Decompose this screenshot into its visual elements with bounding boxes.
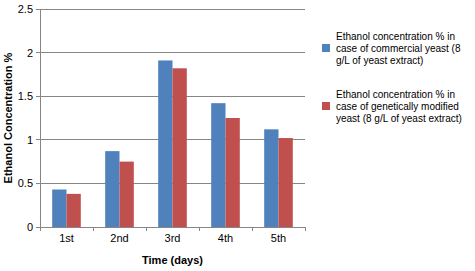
x-tick	[40, 227, 41, 231]
bar	[279, 138, 293, 227]
x-axis-label: Time (days)	[142, 254, 203, 266]
grid-line	[40, 9, 305, 10]
x-tick-label: 4th	[218, 232, 233, 244]
bar	[211, 103, 225, 227]
x-tick-label: 1st	[59, 232, 74, 244]
legend-line: yeast (8 g/L of yeast extract)	[336, 113, 462, 124]
chart: 0 0.5 1 1.5 2 2.5 1st 2nd 3rd 4th 5th Time (days) Et…	[0, 0, 475, 271]
bar	[173, 68, 187, 227]
y-tick-label: 1.5	[18, 90, 33, 102]
legend-line: g/L of yeast extract)	[336, 55, 423, 66]
y-tick	[36, 9, 40, 10]
bar	[226, 118, 240, 227]
y-axis	[40, 9, 41, 227]
y-tick	[36, 96, 40, 97]
x-axis	[40, 227, 305, 228]
x-tick-label: 5th	[271, 232, 286, 244]
legend-label: Ethanol concentration % incase of commer…	[336, 31, 461, 66]
y-tick	[36, 52, 40, 53]
legend-line: Ethanol concentration % in	[336, 31, 455, 42]
x-tick	[305, 227, 306, 231]
y-axis-label: Ethanol Concentration %	[2, 52, 14, 183]
legend-line: case of genetically modified	[336, 101, 459, 112]
x-tick	[252, 227, 253, 231]
grid-line	[40, 227, 305, 228]
bar	[52, 190, 66, 227]
bar	[105, 151, 119, 227]
x-tick	[146, 227, 147, 231]
grid-line	[40, 52, 305, 53]
legend-label: Ethanol concentration % incase of geneti…	[336, 89, 462, 124]
legend-swatch	[322, 44, 330, 52]
x-tick	[93, 227, 94, 231]
legend-line: case of commercial yeast (8	[336, 43, 461, 54]
y-tick-label: 0	[27, 221, 33, 233]
legend-swatch	[322, 102, 330, 110]
y-tick	[36, 227, 40, 228]
x-tick	[199, 227, 200, 231]
y-tick	[36, 139, 40, 140]
bar	[158, 60, 172, 227]
bars	[52, 60, 293, 227]
legend-line: Ethanol concentration % in	[336, 89, 455, 100]
y-tick	[36, 183, 40, 184]
bar	[264, 129, 278, 227]
y-tick-label: 0.5	[18, 177, 33, 189]
x-tick-label: 2nd	[110, 232, 128, 244]
y-tick-label: 1	[27, 134, 33, 146]
bar	[67, 194, 81, 227]
bar	[120, 162, 134, 227]
x-tick-label: 3rd	[165, 232, 181, 244]
y-tick-label: 2	[27, 47, 33, 59]
y-tick-label: 2.5	[18, 3, 33, 15]
